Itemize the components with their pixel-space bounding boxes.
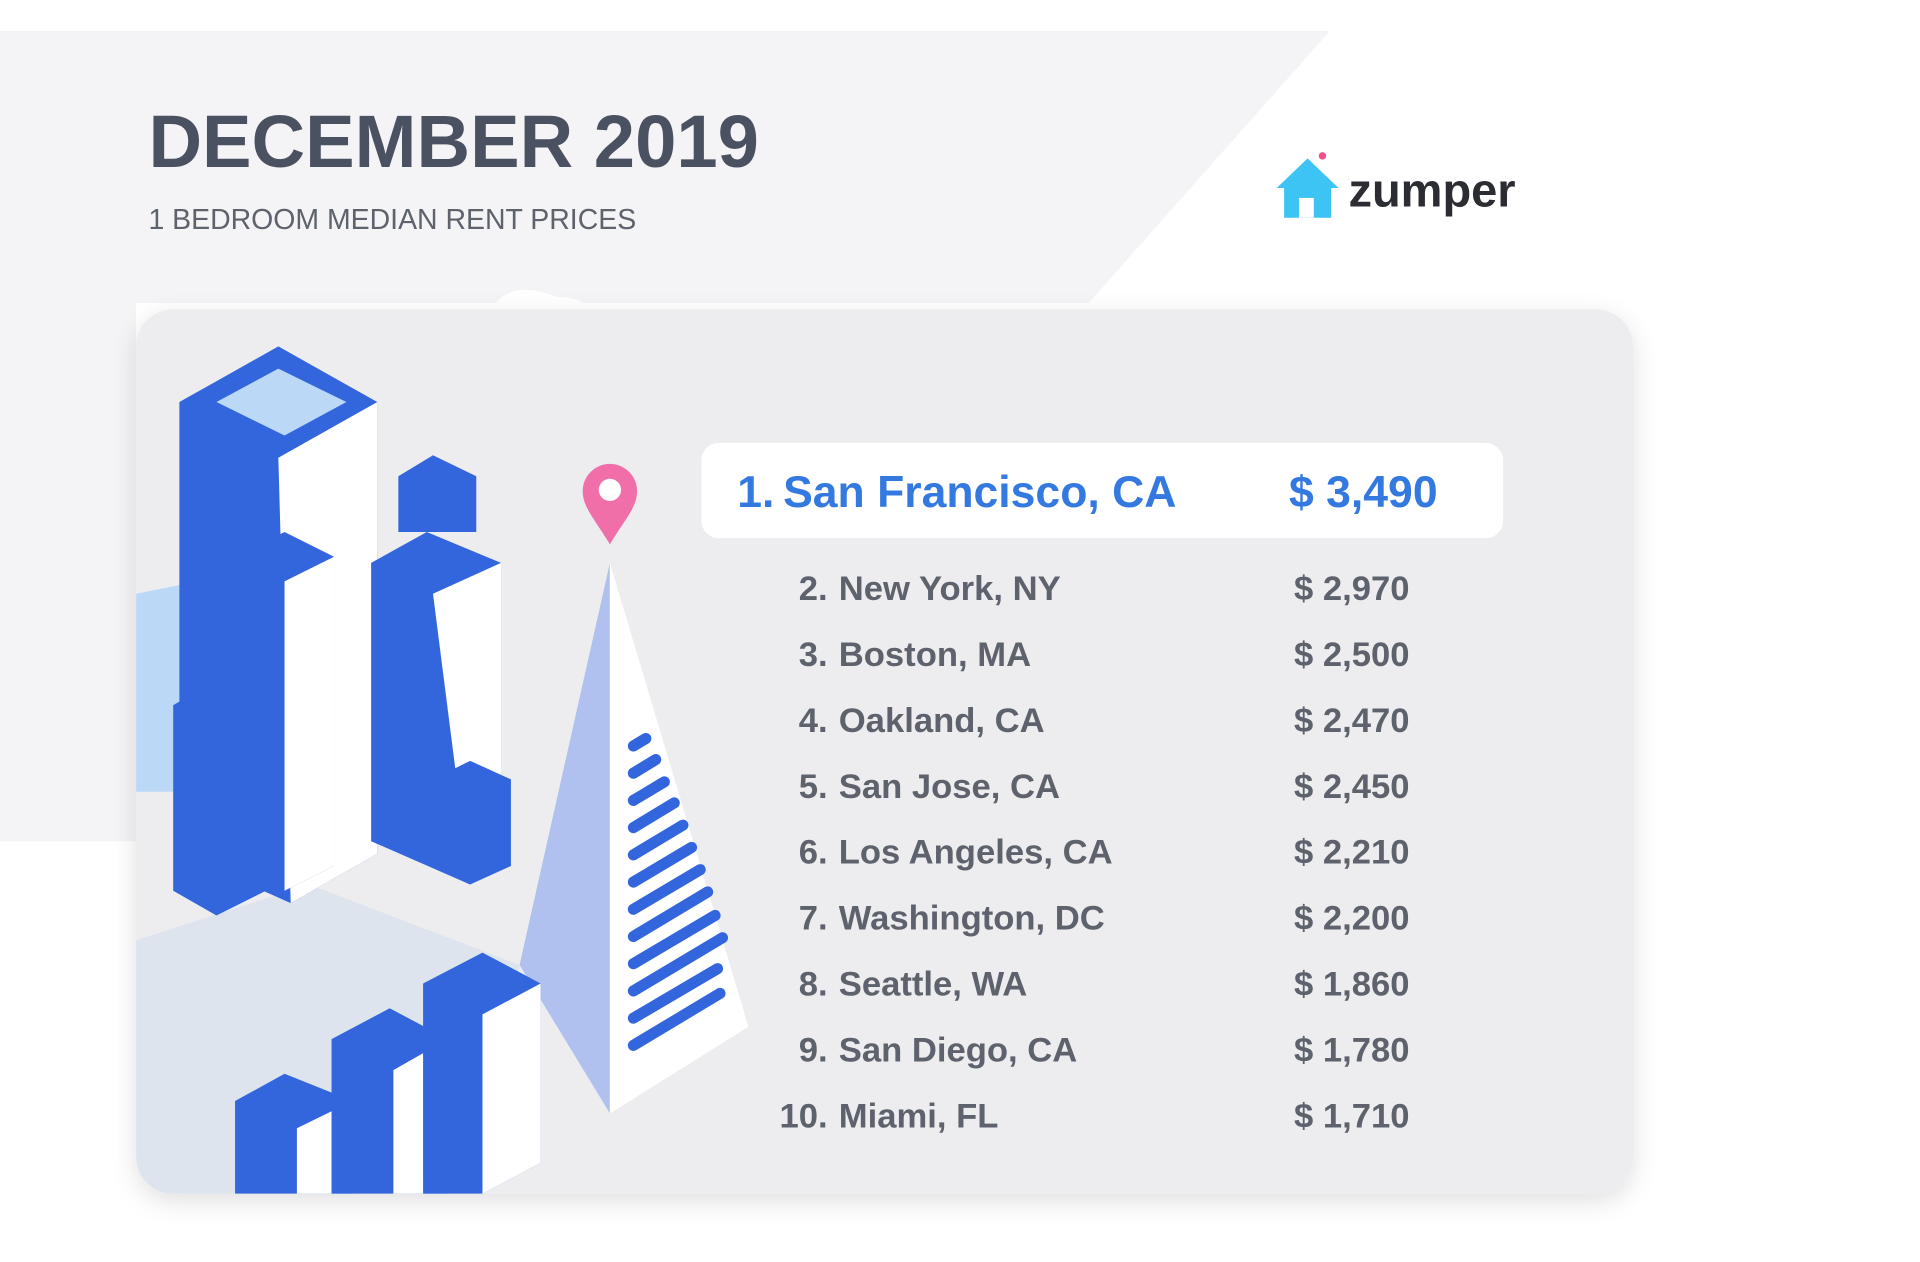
city: Miami, FL — [839, 1097, 999, 1135]
subtitle: 1 BEDROOM MEDIAN RENT PRICES — [148, 204, 636, 236]
city: San Diego, CA — [839, 1032, 1078, 1070]
building — [482, 983, 541, 1194]
rankings: 1. San Francisco, CA $ 3,490 2. New York, NY… — [737, 468, 1437, 1135]
building — [284, 556, 335, 891]
rank: 6. — [799, 834, 828, 872]
city: Los Angeles, CA — [839, 834, 1113, 872]
price: $ 2,470 — [1294, 702, 1410, 740]
rank: 3. — [799, 636, 828, 674]
illustration — [136, 346, 749, 1194]
city: San Jose, CA — [839, 768, 1060, 806]
price: $ 1,860 — [1294, 966, 1410, 1004]
rank: 5. — [799, 768, 828, 806]
price: $ 3,490 — [1289, 468, 1438, 517]
logo: zumper — [1276, 152, 1516, 218]
city: Oakland, CA — [839, 702, 1045, 740]
rank: 8. — [799, 966, 828, 1004]
price: $ 2,500 — [1294, 636, 1410, 674]
rank: 2. — [799, 570, 828, 608]
rank: 7. — [799, 900, 828, 938]
pyramid — [519, 562, 610, 1114]
roof — [216, 368, 347, 436]
building — [173, 680, 266, 916]
map-pin-dot — [598, 478, 622, 502]
building — [432, 760, 511, 885]
city: Boston, MA — [839, 636, 1031, 674]
price: $ 2,970 — [1294, 570, 1410, 608]
city: San Francisco, CA — [783, 468, 1176, 517]
rank: 1. — [737, 468, 774, 517]
city: Washington, DC — [839, 900, 1105, 938]
rank: 10. — [779, 1097, 827, 1135]
price: $ 1,780 — [1294, 1032, 1410, 1070]
background-shape — [0, 30, 1330, 842]
logo-door — [1298, 197, 1314, 218]
city: New York, NY — [839, 570, 1061, 608]
logo-text: zumper — [1348, 164, 1515, 217]
rank: 4. — [799, 702, 828, 740]
price: $ 2,200 — [1294, 900, 1410, 938]
logo-heart — [1318, 152, 1327, 160]
highlight-row — [701, 442, 1504, 539]
building — [398, 455, 477, 532]
price: $ 1,710 — [1294, 1097, 1410, 1135]
price: $ 2,450 — [1294, 768, 1410, 806]
rank: 9. — [799, 1032, 828, 1070]
city: Seattle, WA — [839, 966, 1028, 1004]
map-pin — [582, 463, 638, 545]
price: $ 2,210 — [1294, 834, 1410, 872]
pyramid-stripes — [627, 732, 729, 1051]
title: DECEMBER 2019 — [148, 100, 758, 183]
logo-house — [1276, 158, 1339, 218]
